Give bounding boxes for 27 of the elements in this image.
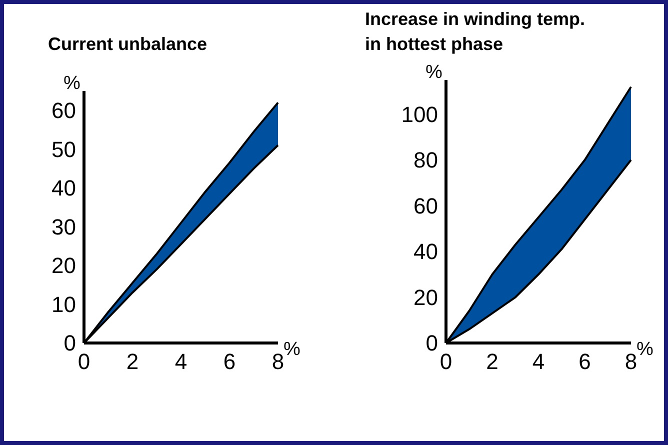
x-tick-label: 2: [486, 349, 498, 374]
x-tick-label: 2: [126, 349, 139, 374]
x-tick-label: 6: [223, 349, 236, 374]
y-axis-title: %: [64, 73, 81, 94]
x-axis-title: %: [636, 339, 654, 360]
y-tick-label: 0: [64, 330, 76, 356]
y-tick-label: 50: [52, 136, 76, 162]
x-tick-label: 8: [624, 349, 638, 374]
x-tick-label: 4: [532, 349, 545, 374]
chart-title: Current unbalance: [48, 34, 208, 54]
y-tick-label: 20: [52, 253, 76, 278]
x-tick-label: 6: [578, 349, 591, 374]
y-tick-label: 40: [414, 239, 438, 264]
y-tick-label: 100: [401, 102, 438, 128]
y-tick-label: 0: [426, 330, 438, 356]
chart-title: Increase in winding temp. in hottest phase: [365, 9, 586, 54]
y-tick-label: 30: [52, 214, 76, 240]
y-tick-label: 60: [52, 98, 76, 124]
y-tick-label: 10: [52, 292, 76, 317]
y-axis-title: %: [426, 62, 443, 83]
x-axis-title: %: [284, 339, 301, 360]
y-tick-label: 60: [414, 193, 438, 218]
x-tick-label: 8: [272, 349, 284, 374]
x-tick-label: 4: [174, 349, 188, 374]
y-tick-label: 20: [414, 284, 438, 310]
y-tick-label: 40: [52, 176, 76, 201]
y-tick-label: 80: [414, 148, 438, 173]
